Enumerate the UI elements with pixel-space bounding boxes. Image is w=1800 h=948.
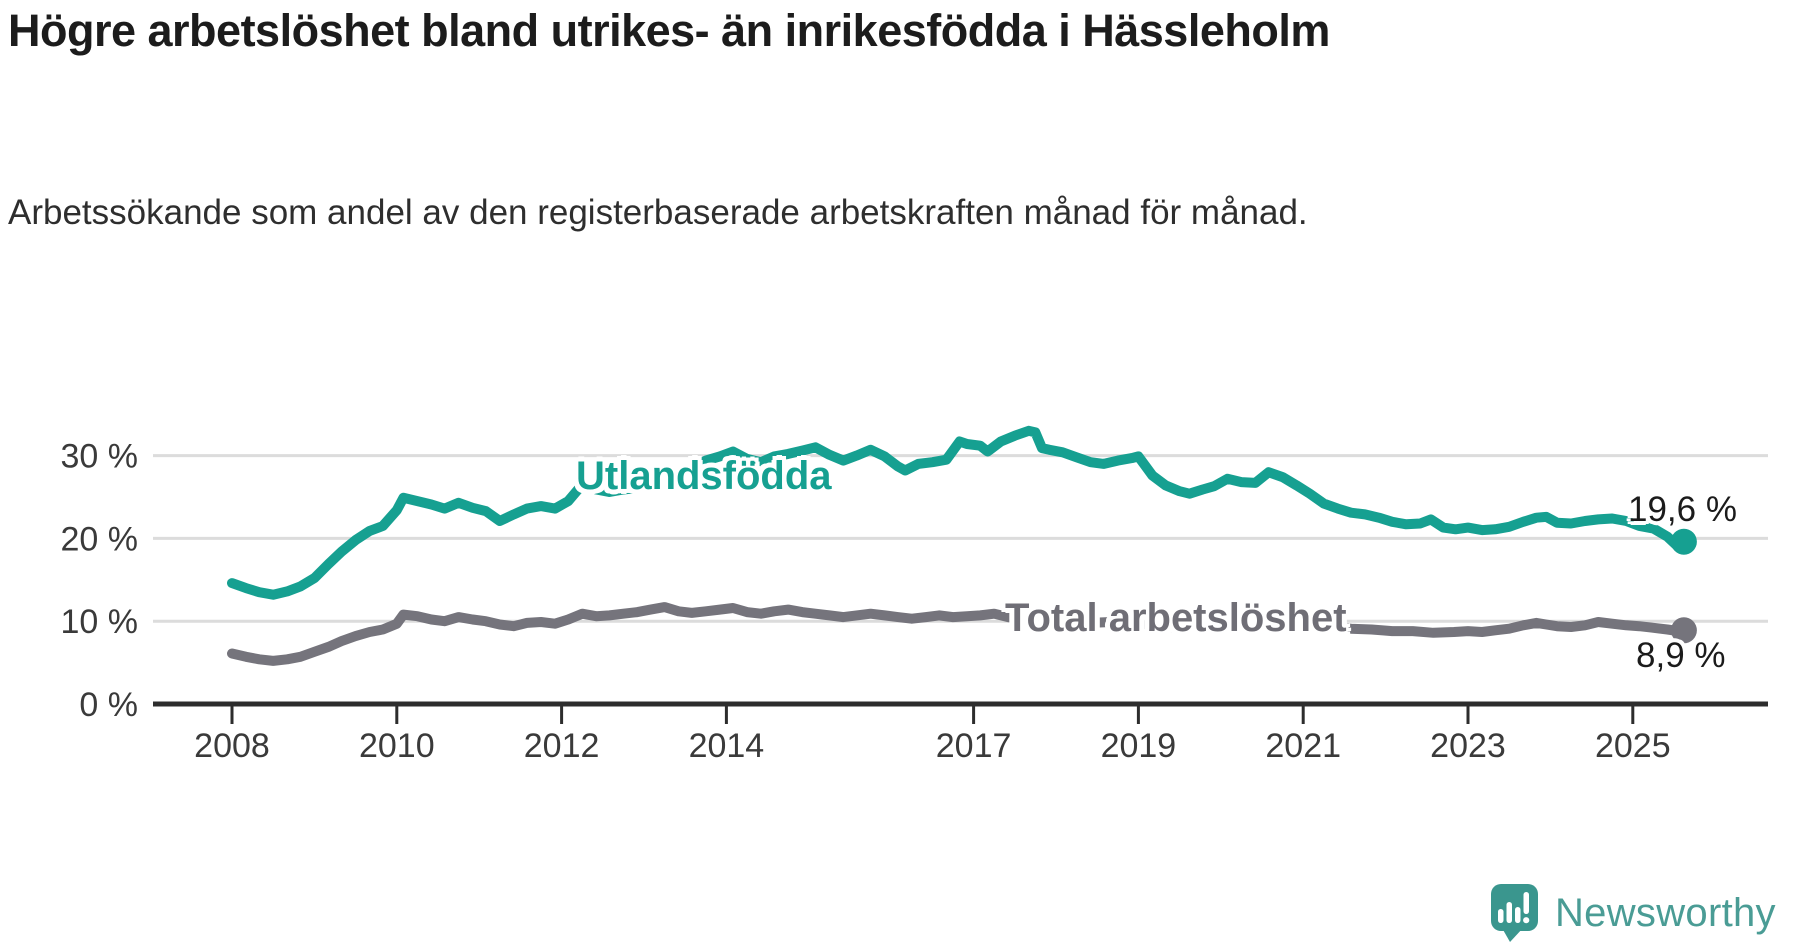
page-title: Högre arbetslöshet bland utrikes- än inr… <box>8 5 1330 56</box>
series-end-dot-1 <box>1670 617 1697 644</box>
x-tick-label: 2008 <box>194 727 270 765</box>
x-tick-label: 2019 <box>1101 727 1177 765</box>
x-tick-label: 2017 <box>936 727 1012 765</box>
series-line-0 <box>227 425 1689 600</box>
x-tick-label: 2025 <box>1595 727 1671 765</box>
page-subtitle: Arbetssökande som andel av den registerb… <box>8 193 1308 232</box>
series-label-utlandsfodda: Utlandsfödda <box>576 454 832 498</box>
y-tick-label: 10 % <box>61 603 139 641</box>
end-value-label-utlandsfodda: 19,6 % <box>1628 490 1737 529</box>
x-tick-label: 2010 <box>359 727 435 765</box>
newsworthy-bubble-chart-icon <box>1491 884 1538 942</box>
y-tick-label: 30 % <box>61 438 139 476</box>
y-tick-label: 20 % <box>61 520 139 558</box>
newsworthy-logo: Newsworthy <box>1490 884 1776 942</box>
end-value-label-total: 8,9 % <box>1636 636 1726 675</box>
series-line-1 <box>227 602 1689 666</box>
x-tick-label: 2014 <box>689 727 765 765</box>
x-tick-label: 2021 <box>1265 727 1341 765</box>
series-end-dot-0 <box>1670 528 1697 555</box>
series-label-total-arbetsloshet: Total arbetslöshet <box>1005 596 1347 640</box>
y-tick-label: 0 % <box>79 686 138 724</box>
x-tick-label: 2012 <box>524 727 600 765</box>
x-tick-label: 2023 <box>1430 727 1506 765</box>
brand-name: Newsworthy <box>1555 890 1776 935</box>
